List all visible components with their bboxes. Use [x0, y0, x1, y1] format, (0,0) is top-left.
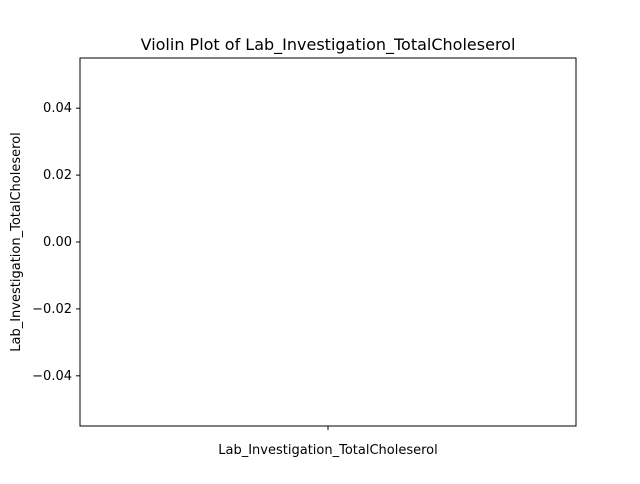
y-tick-label: −0.02	[32, 302, 72, 317]
y-axis-label: Lab_Investigation_TotalCholeserol	[9, 132, 24, 351]
y-tick-label: 0.00	[43, 235, 72, 250]
plot-frame	[79, 57, 577, 427]
plot-layer: 0.04 0.02 0.00 −0.02 −0.04 Lab_Investigation_…	[32, 57, 577, 458]
x-tick-label: Lab_Investigation_TotalCholeserol	[218, 443, 437, 458]
chart-title: Violin Plot of Lab_Investigation_TotalCh…	[141, 35, 516, 55]
y-tick-label: 0.02	[43, 168, 72, 183]
y-tick-label: −0.04	[32, 369, 72, 384]
y-tick-label: 0.04	[43, 101, 72, 116]
